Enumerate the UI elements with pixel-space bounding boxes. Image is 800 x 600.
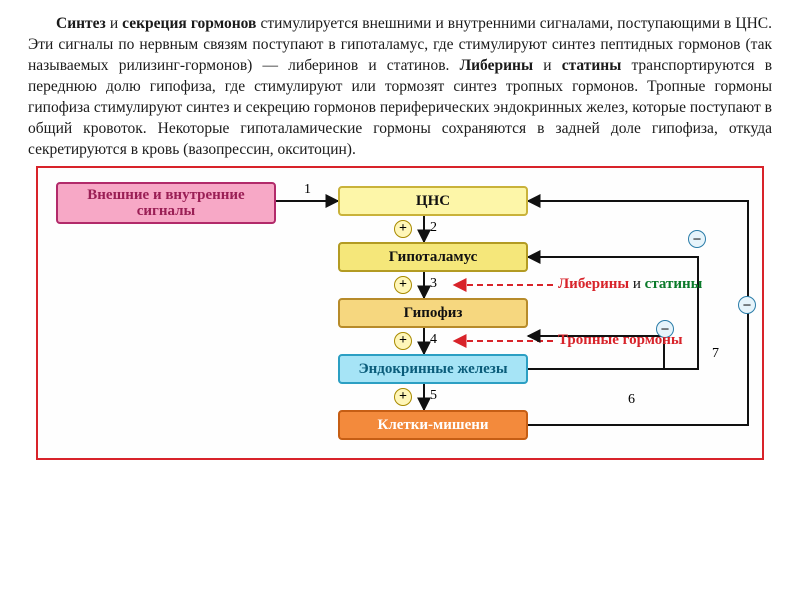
- node-hypoth: Гипоталамус: [338, 242, 528, 272]
- bold-text: Синтез: [56, 15, 106, 32]
- node-targets: Клетки-мишени: [338, 410, 528, 440]
- text: и: [533, 57, 562, 74]
- node-cns: ЦНС: [338, 186, 528, 216]
- step-number: 5: [430, 388, 437, 404]
- label-tropic-hormones: Тропные гормоны: [558, 332, 683, 349]
- node-pituitary: Гипофиз: [338, 298, 528, 328]
- diagram-frame: Внешние и внутренниесигналы ЦНС Гипоталаму…: [36, 166, 764, 460]
- bold-text: секреция гормонов: [122, 15, 256, 32]
- step-number: 1: [304, 182, 311, 198]
- intro-paragraph: Синтез и секреция гормонов стимулируется…: [28, 14, 772, 160]
- bold-text: Либерины: [460, 57, 534, 74]
- bold-text: статины: [562, 57, 622, 74]
- step-number: 2: [430, 220, 437, 236]
- diagram: Внешние и внутренниесигналы ЦНС Гипоталаму…: [38, 168, 762, 458]
- step-number: 3: [430, 276, 437, 292]
- label-liberins-statins: Либерины и статины: [558, 276, 702, 293]
- node-signals: Внешние и внутренниесигналы: [56, 182, 276, 224]
- step-number: 4: [430, 332, 437, 348]
- step-number: 7: [712, 346, 719, 362]
- node-glands: Эндокринные железы: [338, 354, 528, 384]
- step-number: 6: [628, 392, 635, 408]
- text: и: [106, 15, 122, 32]
